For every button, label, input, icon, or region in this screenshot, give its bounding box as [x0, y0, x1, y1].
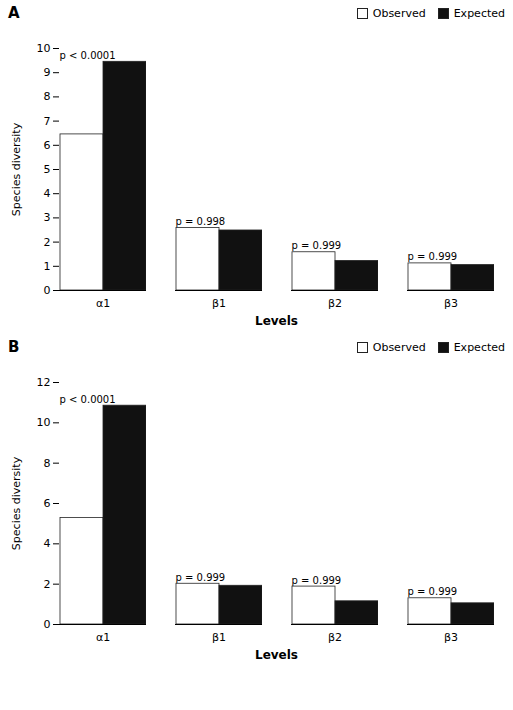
- html-text:Observed: Observed: [372, 6, 426, 20]
- svg-text:p = 0.999: p = 0.999: [408, 251, 458, 262]
- svg-text:5: 5: [44, 163, 51, 176]
- svg-text:p < 0.0001: p < 0.0001: [60, 50, 116, 61]
- html-text:B: B: [8, 338, 20, 356]
- svg-text:β2: β2: [328, 297, 342, 310]
- svg-text:α1: α1: [96, 297, 110, 310]
- svg-text:Species diversity: Species diversity: [10, 122, 23, 216]
- svg-text:0: 0: [44, 618, 51, 631]
- svg-text:β1: β1: [212, 631, 226, 644]
- html-text:A: A: [8, 4, 20, 22]
- svg-text:10: 10: [37, 416, 51, 429]
- svg-text:p = 0.999: p = 0.999: [292, 575, 342, 586]
- svg-text:β3: β3: [444, 297, 458, 310]
- svg-text:p = 0.999: p = 0.999: [408, 586, 458, 597]
- svg-text:2: 2: [44, 236, 51, 249]
- svg-text:p < 0.0001: p < 0.0001: [60, 394, 116, 405]
- svg-text:β1: β1: [212, 297, 226, 310]
- svg-text:1: 1: [44, 260, 51, 273]
- svg-text:4: 4: [44, 187, 51, 200]
- svg-text:2: 2: [44, 578, 51, 591]
- svg-text:7: 7: [44, 115, 51, 128]
- svg-text:3: 3: [44, 211, 51, 224]
- html-text:Expected: Expected: [453, 6, 505, 20]
- html-text:Observed: Observed: [372, 340, 426, 354]
- svg-text:6: 6: [44, 139, 51, 152]
- svg-text:p = 0.999: p = 0.999: [176, 572, 226, 583]
- svg-text:Species diversity: Species diversity: [10, 456, 23, 550]
- svg-text:4: 4: [44, 537, 51, 550]
- html-text:Levels: Levels: [255, 314, 298, 328]
- svg-text:6: 6: [44, 497, 51, 510]
- svg-text:p = 0.999: p = 0.999: [292, 240, 342, 251]
- svg-text:8: 8: [44, 90, 51, 103]
- svg-text:0: 0: [44, 284, 51, 297]
- svg-text:10: 10: [37, 42, 51, 55]
- html-text:Levels: Levels: [255, 648, 298, 662]
- svg-text:8: 8: [44, 457, 51, 470]
- svg-text:p = 0.998: p = 0.998: [176, 216, 226, 227]
- svg-text:β2: β2: [328, 631, 342, 644]
- svg-text:9: 9: [44, 66, 51, 79]
- svg-text:12: 12: [37, 376, 51, 389]
- svg-text:α1: α1: [96, 631, 110, 644]
- svg-text:β3: β3: [444, 631, 458, 644]
- html-text:Expected: Expected: [453, 340, 505, 354]
